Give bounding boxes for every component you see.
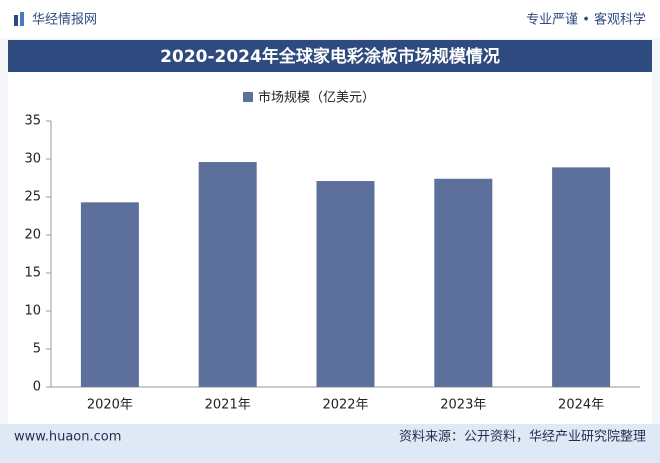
x-tick-label: 2021年 (205, 398, 251, 413)
y-tick-label: 15 (24, 266, 41, 281)
legend-swatch (243, 92, 253, 102)
bar (316, 181, 375, 387)
bar (198, 162, 257, 387)
legend-label: 市场规模（亿美元） (258, 90, 375, 106)
y-tick-label: 5 (33, 342, 41, 357)
header-bar (0, 0, 660, 38)
slogan: 专业严谨 • 客观科学 (526, 12, 646, 28)
y-tick-label: 10 (24, 304, 41, 319)
title-bar (8, 40, 652, 72)
x-tick-label: 2022年 (322, 398, 368, 413)
footer-bar (0, 424, 660, 463)
x-tick-label: 2023年 (440, 398, 486, 413)
logo-icon (20, 12, 24, 26)
y-tick-label: 25 (24, 190, 41, 205)
y-tick-label: 20 (24, 228, 41, 243)
x-tick-label: 2024年 (558, 398, 604, 413)
bar (552, 167, 611, 387)
logo-icon (14, 15, 18, 26)
footer-source: 资料来源：公开资料，华经产业研究院整理 (399, 430, 646, 445)
y-tick-label: 0 (33, 380, 41, 395)
x-tick-label: 2020年 (87, 398, 133, 413)
chart-title: 2020-2024年全球家电彩涂板市场规模情况 (160, 46, 500, 67)
bar (80, 202, 139, 387)
y-tick-label: 30 (24, 152, 41, 167)
logo-text: 华经情报网 (32, 13, 97, 28)
y-tick-label: 35 (24, 114, 41, 129)
footer-url: www.huaon.com (14, 430, 121, 445)
bar (434, 178, 493, 387)
